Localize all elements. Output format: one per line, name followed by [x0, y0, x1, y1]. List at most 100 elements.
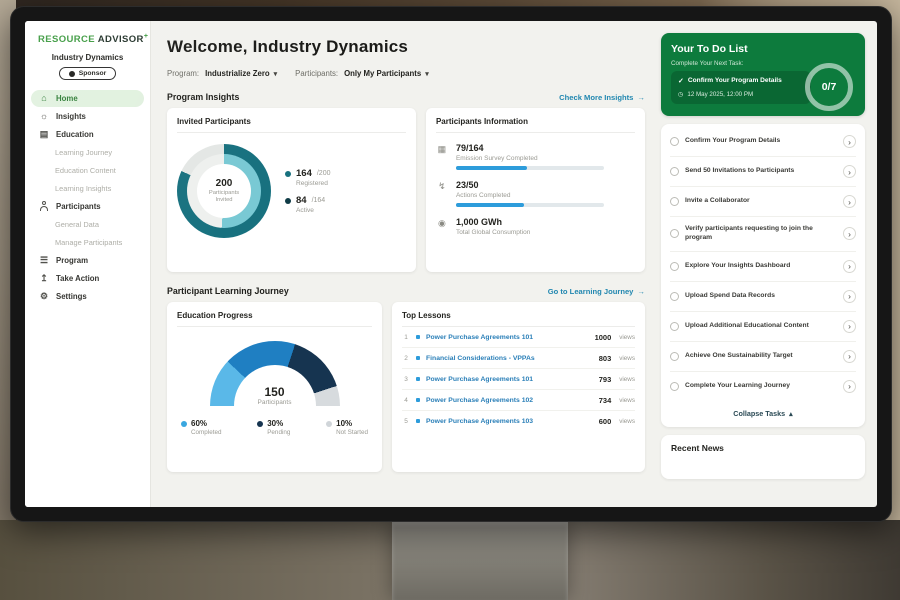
task-label: Send 50 Invitations to Participants	[685, 167, 795, 175]
lesson-views: 734	[598, 395, 612, 405]
sidebar-item-education-content[interactable]: Education Content	[31, 162, 144, 179]
chevron-right-icon[interactable]: ›	[843, 165, 856, 179]
sidebar-item-settings[interactable]: ⚙ Settings	[31, 288, 144, 305]
gauge-legend: 60% Completed 30% Pending	[177, 419, 372, 436]
views-label: views	[619, 417, 635, 425]
collapse-tasks-link[interactable]: Collapse Tasks ▴	[670, 401, 856, 421]
task-checkbox[interactable]	[670, 261, 679, 271]
task-row-upload-educational-content[interactable]: Upload Additional Educational Content ›	[670, 312, 856, 342]
lesson-bullet-icon	[416, 377, 420, 381]
task-checkbox[interactable]	[670, 167, 679, 177]
todo-summary-card: Your To Do List Complete Your Next Task:…	[661, 33, 865, 117]
sidebar-item-learning-insights[interactable]: Learning Insights	[31, 180, 144, 197]
sidebar-item-label: Participants	[56, 201, 101, 211]
lesson-link[interactable]: Power Purchase Agreements 102	[426, 396, 534, 404]
task-checkbox[interactable]	[670, 381, 679, 391]
legend-dot	[326, 420, 333, 427]
lesson-bullet-icon	[416, 335, 420, 339]
chevron-right-icon[interactable]: ›	[843, 379, 856, 393]
lesson-link[interactable]: Power Purchase Agreements 103	[426, 417, 534, 425]
task-row-upload-spend-data[interactable]: Upload Spend Data Records ›	[670, 282, 856, 312]
chevron-right-icon[interactable]: ›	[843, 195, 856, 209]
task-row-verify-participants[interactable]: Verify participants requesting to join t…	[670, 217, 856, 252]
card-title: Education Progress	[177, 311, 372, 327]
chevron-up-icon: ▴	[789, 408, 793, 418]
task-row-achieve-target[interactable]: Achieve One Sustainability Target ›	[670, 342, 856, 372]
arrow-right-icon: →	[637, 92, 645, 102]
lesson-views: 600	[598, 416, 612, 426]
sidebar-item-general-data[interactable]: General Data	[31, 216, 144, 233]
lesson-link[interactable]: Power Purchase Agreements 101	[426, 375, 534, 383]
check-icon: ✓	[678, 78, 684, 85]
gauge-label: Participants	[257, 399, 292, 406]
sidebar-item-label: Education Content	[55, 165, 116, 175]
chevron-right-icon[interactable]: ›	[843, 227, 856, 241]
sidebar-item-label: Learning Journey	[55, 147, 113, 157]
sidebar-item-label: Education	[56, 129, 94, 139]
todo-title: Your To Do List	[671, 43, 748, 55]
lesson-views: 1000	[594, 332, 612, 342]
lesson-link[interactable]: Financial Considerations - VPPAs	[426, 354, 535, 362]
task-row-send-invitations[interactable]: Send 50 Invitations to Participants ›	[670, 157, 856, 188]
card-title: Participants Information	[435, 117, 635, 133]
legend-value: 164	[296, 168, 312, 179]
todo-subtitle: Complete Your Next Task:	[671, 60, 744, 67]
info-label: Emission Survey Completed	[455, 155, 538, 162]
sidebar-item-label: Learning Insights	[55, 183, 112, 193]
filters-bar: Program: Industrialize Zero ▾ Participan…	[167, 69, 645, 78]
sidebar-item-label: Insights	[56, 111, 86, 121]
chevron-right-icon[interactable]: ›	[843, 259, 856, 273]
sidebar-item-home[interactable]: ⌂ Home	[31, 89, 144, 107]
chevron-right-icon[interactable]: ›	[843, 349, 856, 363]
logo-text-primary: RESOURCE	[38, 34, 96, 46]
sponsor-badge[interactable]: Sponsor	[58, 67, 117, 81]
next-task-box[interactable]: ✓ Confirm Your Program Details ◷ 12 May …	[671, 71, 811, 105]
task-checkbox[interactable]	[670, 291, 679, 301]
legend-item-not-started: 10% Not Started	[326, 419, 368, 436]
lesson-rank: 2	[404, 354, 408, 362]
todo-progress-ring: 0/7	[805, 63, 853, 111]
program-filter-dropdown[interactable]: Industrialize Zero ▾	[205, 69, 277, 78]
gauge-value: 150	[264, 385, 285, 399]
sidebar-item-program[interactable]: ☰ Program	[31, 252, 144, 269]
task-checkbox[interactable]	[670, 351, 679, 361]
participants-filter-value: Only My Participants	[344, 69, 422, 78]
legend-item-pending: 30% Pending	[257, 419, 290, 436]
lesson-link[interactable]: Power Purchase Agreements 101	[426, 333, 534, 341]
task-row-complete-learning-journey[interactable]: Complete Your Learning Journey ›	[670, 372, 856, 401]
chevron-right-icon[interactable]: ›	[843, 135, 856, 149]
info-value: 79/164	[455, 143, 484, 153]
card-title: Invited Participants	[177, 117, 406, 133]
task-label: Invite a Collaborator	[685, 197, 750, 205]
task-checkbox[interactable]	[670, 137, 679, 147]
top-lessons-card: Top Lessons 1 Power Purchase Agreements …	[392, 302, 645, 472]
sidebar-item-insights[interactable]: ☼ Insights	[31, 108, 144, 125]
chevron-right-icon[interactable]: ›	[843, 289, 856, 303]
sidebar-item-manage-participants[interactable]: Manage Participants	[31, 234, 144, 251]
task-row-invite-collaborator[interactable]: Invite a Collaborator ›	[670, 187, 856, 218]
tasks-list-card: Confirm Your Program Details › Send 50 I…	[661, 124, 865, 427]
go-to-learning-journey-link[interactable]: Go to Learning Journey →	[548, 287, 645, 296]
logo-plus: +	[143, 33, 149, 40]
task-checkbox[interactable]	[670, 321, 679, 331]
sidebar-item-learning-journey[interactable]: Learning Journey	[31, 144, 144, 161]
org-name: Industry Dynamics	[51, 53, 124, 63]
sidebar-item-education[interactable]: ▤ Education	[31, 126, 144, 143]
invited-participants-card: Invited Participants 200 Participants In…	[167, 108, 416, 272]
monitor-bezel: RESOURCE ADVISOR+ Industry Dynamics Spon…	[10, 6, 892, 522]
lesson-row: 1 Power Purchase Agreements 101 1000 vie…	[402, 327, 635, 348]
task-row-explore-insights[interactable]: Explore Your Insights Dashboard ›	[670, 252, 856, 282]
sidebar-item-participants[interactable]: Participants	[31, 198, 144, 215]
task-row-confirm-program[interactable]: Confirm Your Program Details ›	[670, 127, 856, 158]
task-label: Achieve One Sustainability Target	[685, 351, 793, 359]
task-checkbox[interactable]	[670, 197, 679, 207]
program-filter-label: Program:	[167, 69, 200, 78]
participants-filter-dropdown[interactable]: Only My Participants ▾	[344, 69, 429, 78]
sidebar-item-take-action[interactable]: ↥ Take Action	[31, 270, 144, 287]
chevron-right-icon[interactable]: ›	[843, 319, 856, 333]
lesson-row: 5 Power Purchase Agreements 103 600 view…	[402, 411, 635, 431]
check-more-insights-link[interactable]: Check More Insights →	[559, 93, 645, 102]
donut-legend: 164 /200 Registered 84 /164	[285, 160, 330, 222]
task-label: Confirm Your Program Details	[685, 137, 781, 145]
task-checkbox[interactable]	[670, 229, 679, 239]
